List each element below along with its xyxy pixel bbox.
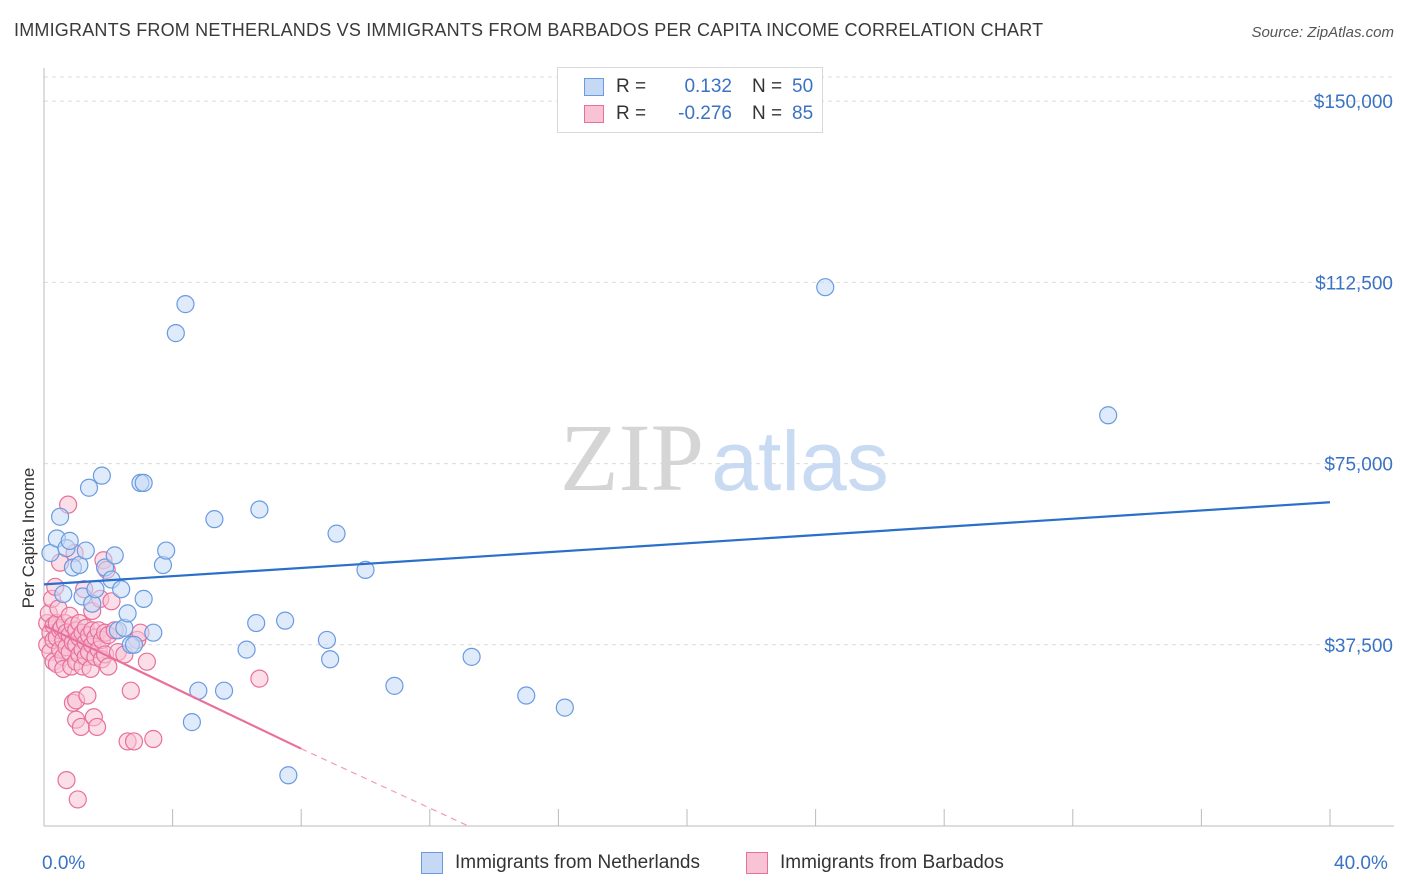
legend-swatch-barbados	[584, 105, 604, 123]
watermark-zip: ZIP	[560, 404, 704, 511]
netherlands-point	[321, 650, 340, 669]
netherlands-point	[118, 604, 137, 623]
netherlands-point	[205, 510, 224, 529]
netherlands-point	[134, 473, 153, 493]
bottom-legend-netherlands: Immigrants from Netherlands	[421, 852, 700, 874]
netherlands-point	[182, 713, 201, 732]
netherlands-point	[462, 647, 481, 666]
netherlands-point	[166, 324, 185, 343]
legend-r-value: 0.132	[684, 76, 732, 97]
bottom-legend-swatch-netherlands	[421, 852, 443, 874]
barbados-point	[68, 790, 87, 809]
bottom-legend-label-barbados: Immigrants from Barbados	[780, 852, 1004, 873]
trend-line-barbados-extension	[300, 748, 469, 827]
chart-title: IMMIGRANTS FROM NETHERLANDS VS IMMIGRANT…	[14, 20, 1044, 40]
barbados-point	[250, 669, 269, 688]
trend-line-barbados	[43, 624, 302, 750]
legend-n-label: N =	[752, 103, 783, 124]
netherlands-point	[385, 676, 404, 695]
netherlands-point	[60, 531, 79, 550]
axes	[43, 68, 1394, 827]
barbados-point	[78, 686, 97, 705]
y-tick-label: $37,500	[1324, 636, 1393, 657]
netherlands-point	[79, 478, 99, 497]
netherlands-point	[237, 640, 256, 659]
barbados-point	[124, 732, 144, 751]
x-tick-label-max: 40.0%	[1334, 853, 1388, 874]
barbados-point	[137, 652, 156, 671]
barbados-point	[87, 717, 107, 737]
netherlands-point	[327, 524, 346, 543]
trend-lines	[43, 501, 1331, 827]
netherlands-point	[50, 507, 70, 526]
bottom-legend-swatch-barbados	[746, 852, 768, 874]
netherlands-point	[86, 580, 105, 599]
x-tick-label-min: 0.0%	[42, 853, 86, 874]
netherlands-point	[112, 580, 131, 599]
grid-lines	[44, 76, 1394, 646]
netherlands-point	[317, 630, 337, 650]
legend-r-label: R =	[616, 76, 647, 97]
series-netherlands	[41, 278, 1118, 785]
stats-legend: R = 0.132 N = 50 R = -0.276 N = 85	[557, 67, 823, 133]
netherlands-point	[214, 681, 234, 700]
barbados-point	[102, 592, 121, 611]
y-tick-label: $150,000	[1314, 92, 1393, 113]
netherlands-point	[92, 466, 111, 485]
netherlands-point	[124, 635, 144, 654]
y-tick-label: $112,500	[1315, 273, 1393, 294]
netherlands-point	[816, 278, 835, 297]
netherlands-point	[1099, 406, 1118, 425]
legend-row-netherlands: R = 0.132 N = 50	[584, 74, 813, 100]
netherlands-point	[105, 546, 124, 565]
netherlands-point	[144, 623, 163, 642]
barbados-point	[99, 657, 118, 676]
legend-swatch-netherlands	[584, 78, 604, 96]
netherlands-point	[276, 611, 295, 630]
bottom-legend-barbados: Immigrants from Barbados	[746, 852, 1004, 874]
y-tick-label: $75,000	[1324, 455, 1393, 476]
legend-r-label: R =	[616, 103, 647, 124]
watermark: ZIP atlas	[560, 404, 889, 511]
legend-n-value: 85	[792, 103, 814, 124]
legend-row-barbados: R = -0.276 N = 85	[584, 101, 813, 127]
netherlands-point	[176, 295, 195, 314]
netherlands-point	[555, 698, 574, 717]
legend-r-value: -0.276	[678, 103, 732, 124]
bottom-legend-label-netherlands: Immigrants from Netherlands	[455, 852, 700, 873]
trend-line-netherlands	[43, 501, 1331, 586]
legend-n-label: N =	[752, 76, 783, 97]
barbados-point	[121, 681, 140, 700]
netherlands-point	[157, 541, 176, 560]
netherlands-point	[279, 766, 298, 785]
y-tick-labels: $37,500 $75,000 $112,500 $150,000	[1314, 92, 1393, 657]
watermark-atlas: atlas	[711, 414, 888, 508]
legend-n-value: 50	[792, 76, 814, 97]
barbados-point	[57, 770, 76, 790]
netherlands-point	[250, 500, 269, 519]
netherlands-point	[247, 613, 266, 633]
source-credit: Source: ZipAtlas.com	[1251, 24, 1394, 41]
netherlands-point	[356, 560, 375, 579]
netherlands-point	[76, 541, 95, 560]
netherlands-point	[54, 584, 73, 604]
barbados-point	[144, 729, 163, 749]
netherlands-point	[517, 686, 536, 705]
netherlands-point	[134, 589, 153, 608]
